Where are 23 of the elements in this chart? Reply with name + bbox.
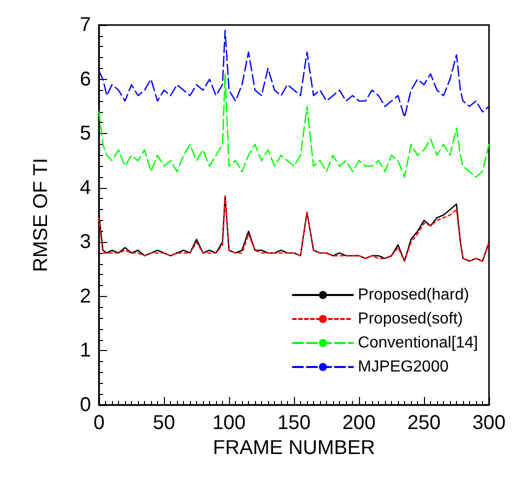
- y-axis-title: RMSE OF TI: [30, 158, 52, 272]
- x-tick-label: 100: [212, 412, 246, 434]
- y-tick-label: 3: [80, 231, 91, 254]
- x-tick-label: 250: [407, 412, 441, 434]
- x-tick-label: 300: [472, 412, 506, 434]
- legend-label: MJPEG2000: [358, 358, 449, 376]
- y-tick-label: 0: [80, 394, 91, 416]
- y-tick-label: 7: [80, 14, 91, 36]
- y-tick-label: 5: [80, 122, 91, 145]
- y-tick-label: 1: [80, 340, 91, 362]
- line-series: [98, 30, 490, 118]
- x-axis-title: FRAME NUMBER: [212, 436, 376, 459]
- y-tick-label: 6: [80, 68, 91, 90]
- x-tick-label: 150: [277, 412, 311, 434]
- x-tick-label: 0: [93, 412, 105, 434]
- legend-label: Proposed(soft): [358, 310, 463, 328]
- x-tick-label: 200: [342, 412, 376, 434]
- legend-label: Conventional[14]: [358, 334, 478, 352]
- y-tick-label: 4: [80, 176, 91, 199]
- x-tick-label: 50: [152, 412, 176, 434]
- legend-label: Proposed(hard): [358, 286, 470, 304]
- y-tick-label: 2: [80, 285, 91, 308]
- line-series: [98, 73, 490, 178]
